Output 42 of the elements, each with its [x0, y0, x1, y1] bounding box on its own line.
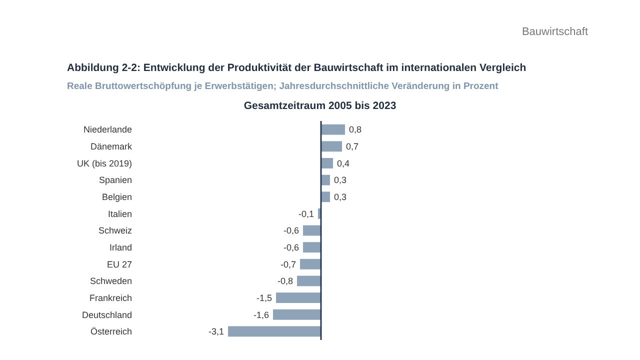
- data-label: -1,5: [256, 292, 272, 303]
- data-label: -3,1: [208, 326, 224, 337]
- bar: [228, 326, 321, 337]
- y-tick-label: Irland: [109, 242, 132, 252]
- y-tick-label: Schweden: [90, 276, 132, 286]
- bar: [276, 292, 321, 303]
- data-label: -0,6: [283, 242, 299, 252]
- bar: [300, 258, 321, 270]
- chart-subtitle: Reale Bruttowertschöpfung je Erwerbstätigen; Jahresdurchschnittliche Veränderung in Prozent: [67, 81, 500, 92]
- data-label: 0,8: [349, 124, 362, 135]
- bar: [303, 225, 321, 236]
- bar: [321, 124, 345, 135]
- data-label: -0,7: [280, 259, 296, 270]
- y-tick-label: Niederlande: [83, 124, 132, 135]
- data-label: -1,6: [253, 310, 269, 320]
- y-tick-label: Belgien: [102, 192, 132, 202]
- data-label: -0,1: [298, 208, 314, 219]
- data-label: 0,3: [334, 192, 347, 202]
- y-tick-label: Schweiz: [98, 226, 132, 236]
- bar: [297, 276, 321, 286]
- y-tick-label: UK (bis 2019): [76, 158, 132, 168]
- y-tick-label: Spanien: [98, 175, 132, 186]
- bar: [321, 174, 330, 186]
- y-tick-label: Frankreich: [89, 292, 132, 303]
- y-tick-label: Italien: [108, 208, 132, 219]
- bar: [273, 309, 321, 320]
- bar: [321, 192, 330, 202]
- y-tick-label: Österreich: [90, 326, 132, 337]
- text: Bauwirtschaft: [522, 26, 588, 38]
- y-tick-label: Deutschland: [82, 310, 132, 320]
- text: Gesamtzeitraum 2005 bis 2023: [244, 100, 396, 112]
- data-label: -0,6: [283, 226, 299, 236]
- data-label: 0,7: [346, 142, 359, 152]
- data-label: 0,4: [337, 158, 350, 168]
- y-tick-label: Dänemark: [90, 142, 132, 152]
- bar: [303, 242, 321, 253]
- bar: [321, 158, 333, 168]
- bar: [321, 141, 342, 152]
- data-label: 0,3: [334, 175, 347, 186]
- chart-title: Abbildung 2-2: Entwicklung der Produktivität der Bauwirtschaft im internationalen Vergleich: [67, 62, 526, 74]
- data-label: -0,8: [277, 276, 293, 286]
- y-tick-label: EU 27: [106, 259, 132, 270]
